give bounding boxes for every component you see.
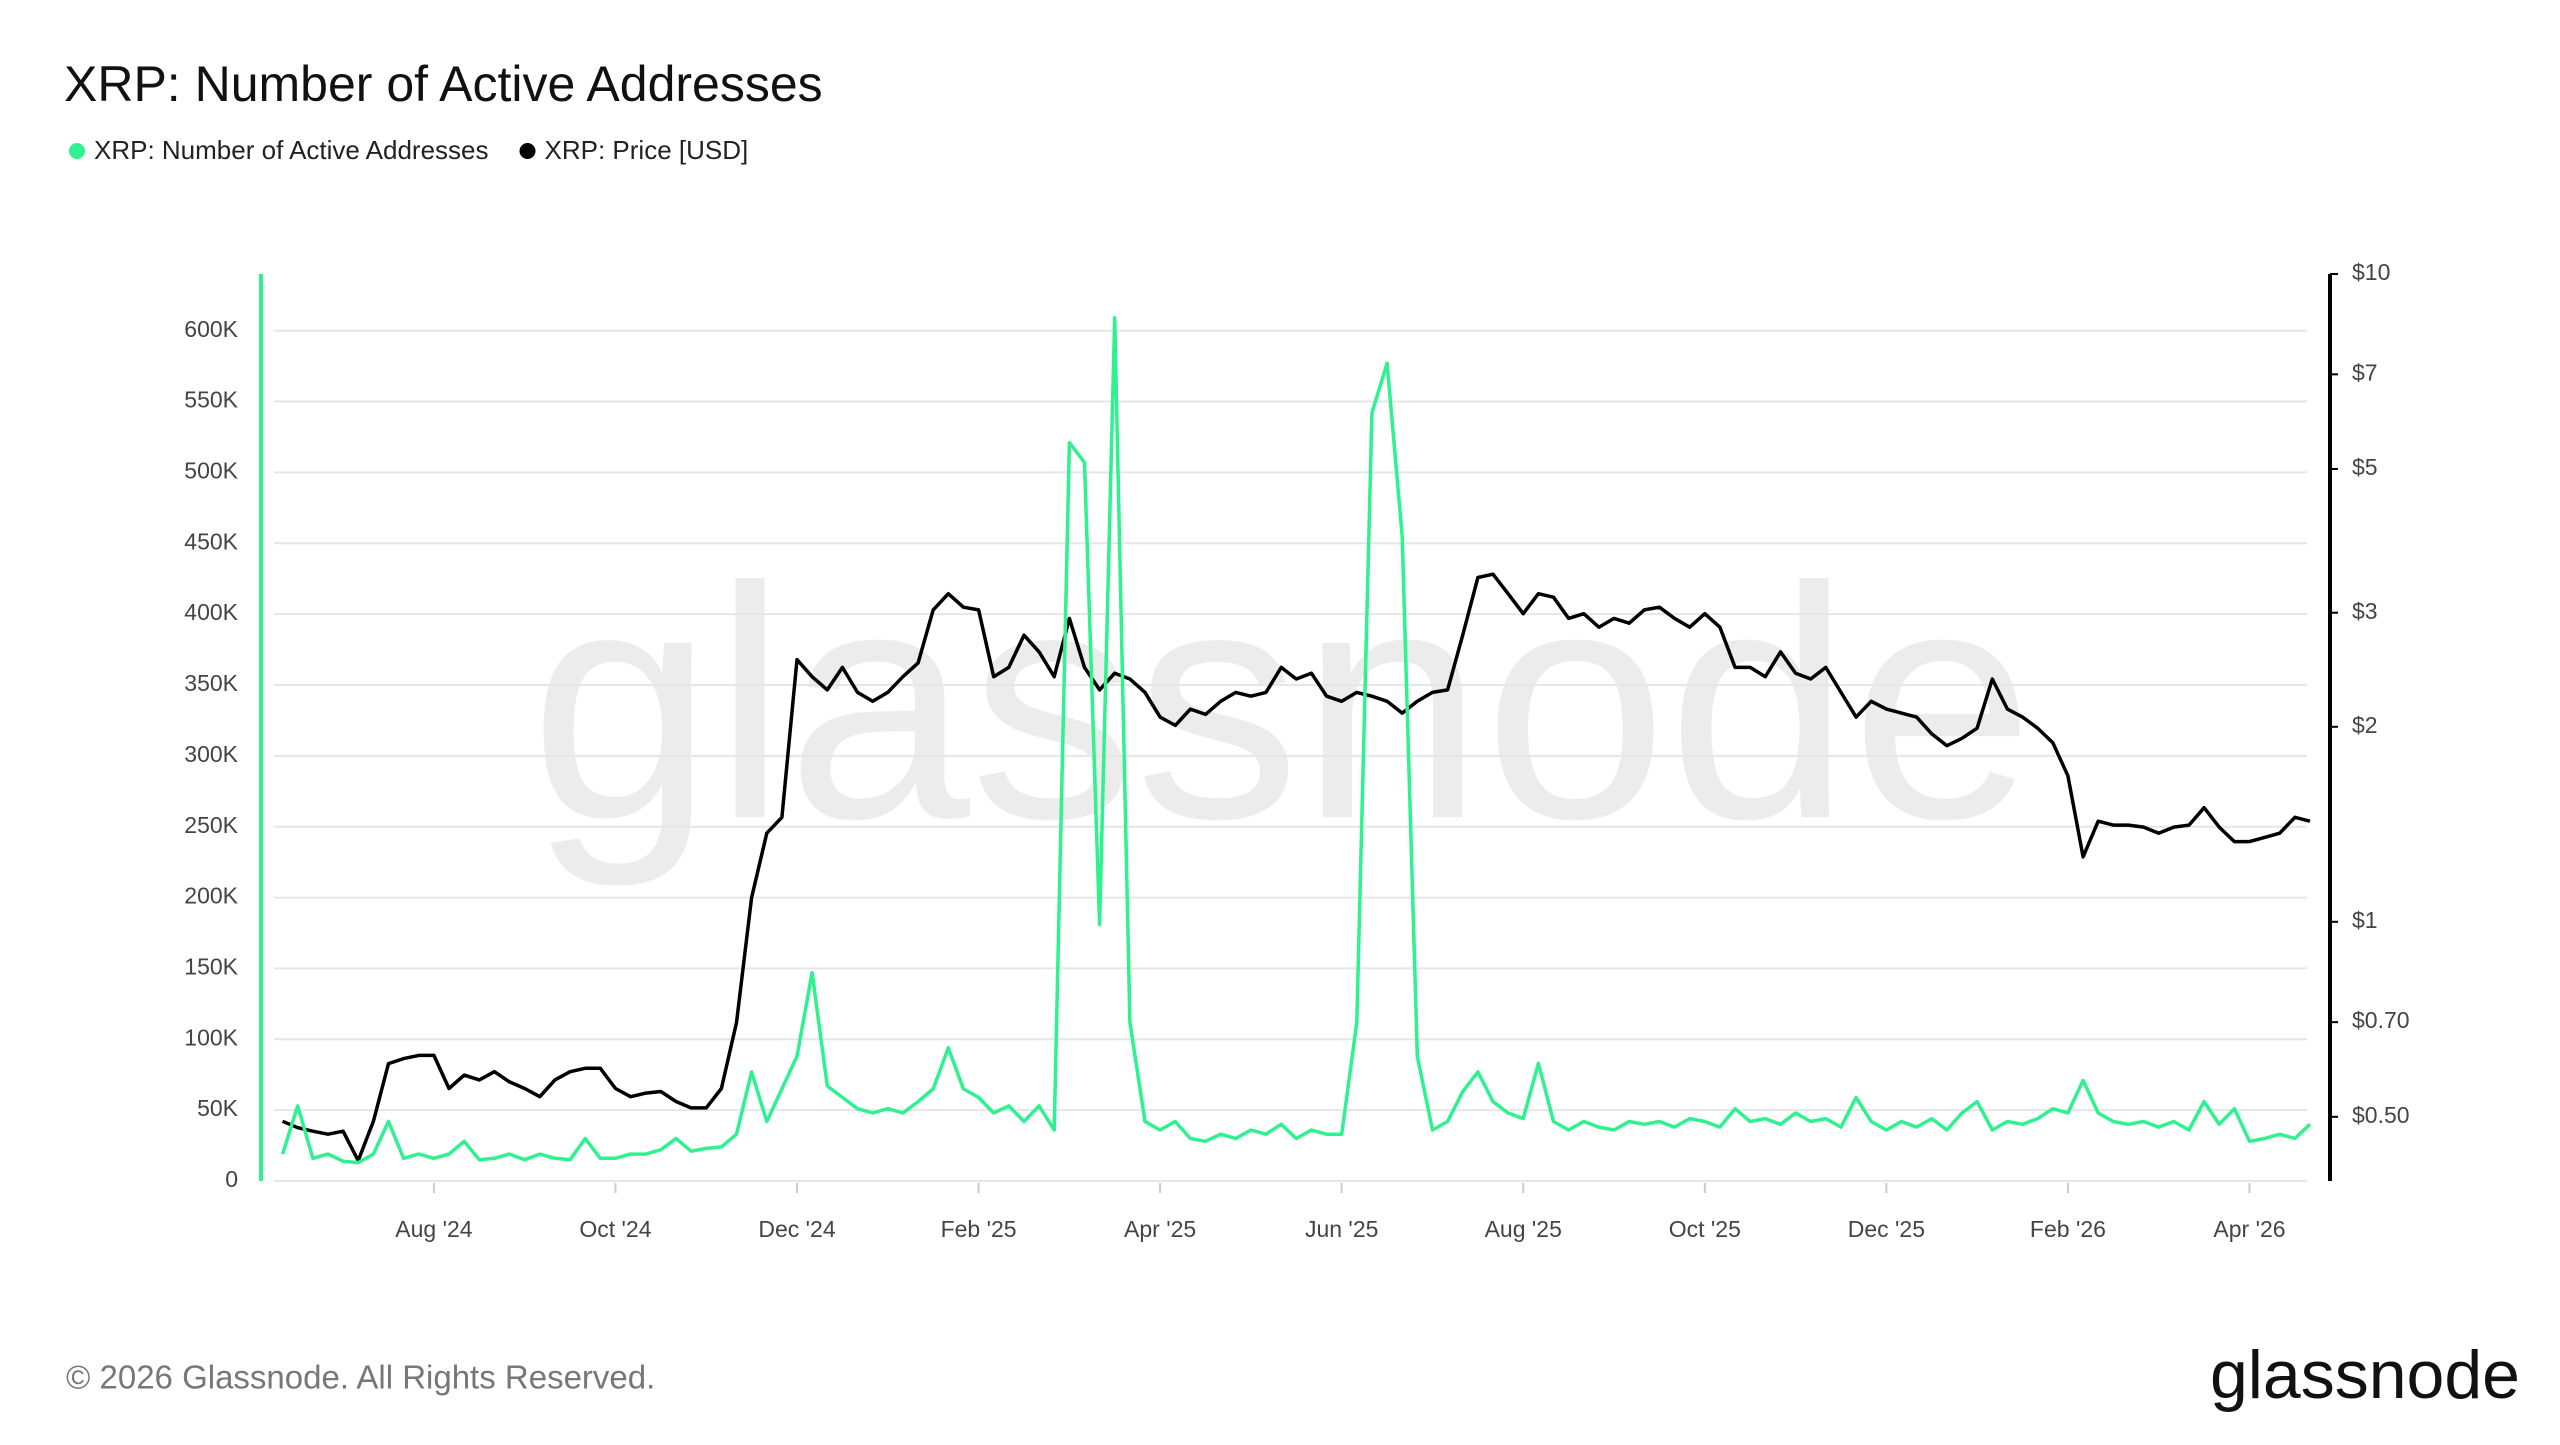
y2-tick-label: $3	[2352, 598, 2378, 624]
y-tick-label: 300K	[184, 741, 238, 767]
y2-tick-label: $0.50	[2352, 1102, 2410, 1128]
footer: © 2026 Glassnode. All Rights Reserved.	[66, 1359, 655, 1396]
series-line	[281, 572, 2311, 1163]
axes: 0 50K 100K 150K 200K 250K 300K 350K 400K 450K 500K…	[184, 259, 2409, 1242]
y-tick-label: 250K	[184, 812, 238, 838]
chart-title: XRP: Number of Active Addresses	[64, 56, 823, 112]
lines	[280, 316, 2312, 1165]
x-tick-label: Aug '24	[395, 1216, 472, 1242]
x-tick-label: Apr '26	[2213, 1216, 2285, 1242]
series-line	[280, 316, 2312, 1165]
legend: XRP: Number of Active Addresses XRP: Pric…	[69, 135, 748, 165]
y-tick-label: 50K	[197, 1095, 239, 1121]
x-tick-label: Aug '25	[1485, 1216, 1562, 1242]
y-tick-label: 550K	[184, 387, 238, 413]
y-tick-label: 0	[225, 1166, 238, 1192]
legend-label: XRP: Price [USD]	[545, 135, 749, 165]
y-tick-label: 600K	[184, 316, 238, 342]
y-tick-label: 400K	[184, 599, 238, 625]
x-tick-label: Oct '24	[579, 1216, 651, 1242]
watermark: glassnode	[530, 518, 2035, 889]
x-tick-label: Jun '25	[1305, 1216, 1378, 1242]
y2-tick-label: $5	[2352, 454, 2378, 480]
legend-marker	[69, 143, 85, 159]
y2-tick-label: $1	[2352, 907, 2378, 933]
y-tick-label: 500K	[184, 457, 238, 483]
x-tick-label: Dec '25	[1848, 1216, 1925, 1242]
y-tick-label: 200K	[184, 883, 238, 909]
y-tick-label: 100K	[184, 1024, 238, 1050]
x-tick-label: Feb '25	[941, 1216, 1017, 1242]
grid	[274, 329, 2307, 1182]
x-tick-label: Oct '25	[1669, 1216, 1741, 1242]
y-tick-label: 450K	[184, 528, 238, 554]
legend-marker	[519, 143, 536, 159]
y2-tick-label: $7	[2352, 359, 2378, 385]
y-tick-label: 350K	[184, 670, 238, 696]
y2-tick-label: $2	[2352, 712, 2378, 738]
y2-tick-label: $0.70	[2352, 1007, 2410, 1033]
y-tick-label: 150K	[184, 954, 238, 980]
x-tick-label: Apr '25	[1124, 1216, 1196, 1242]
brand-logo: glassnode	[2210, 1337, 2520, 1413]
y2-tick-label: $10	[2352, 259, 2390, 285]
x-tick-label: Dec '24	[758, 1216, 835, 1242]
x-tick-label: Feb '26	[2030, 1216, 2106, 1242]
legend-label: XRP: Number of Active Addresses	[94, 135, 489, 165]
